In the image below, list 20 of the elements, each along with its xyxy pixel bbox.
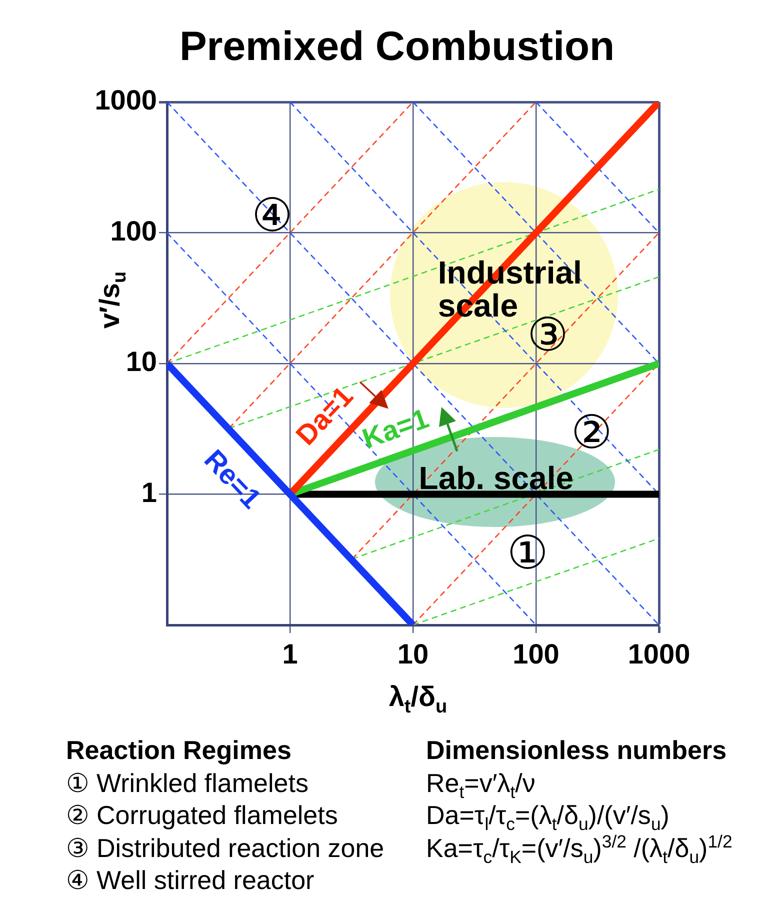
- y-tick-label: 1: [141, 476, 157, 508]
- y-tick-label: 100: [110, 215, 157, 246]
- x-tick-label: 1: [282, 638, 298, 670]
- x-tick-label: 100: [512, 638, 560, 670]
- y-tick-label: 10: [126, 346, 157, 378]
- text: Ka=1: [358, 402, 433, 454]
- annotation: ④: [252, 188, 293, 242]
- annotation: ②: [570, 405, 612, 460]
- x-tick-label: 10: [397, 638, 429, 670]
- y-tick-label: 1000: [94, 84, 157, 116]
- x-axis-title: λ$_{t}$/δ$_{u}$: [388, 681, 448, 718]
- text: ① Wrinkled flamelets: [66, 766, 310, 799]
- text: Reaction Regimes: [66, 734, 292, 766]
- text: Re$_{t}$=v′λ$_{t}$/ν: [426, 766, 536, 802]
- text: ② Corrugated flamelets: [66, 799, 339, 832]
- text: Dimensionless numbers: [426, 734, 728, 766]
- text: ④ Well stirred reactor: [66, 864, 316, 896]
- text: ③ Distributed reaction zone: [66, 832, 386, 864]
- x-tick-label: 1000: [628, 638, 690, 670]
- chart-title: Premixed Combustion: [179, 23, 615, 70]
